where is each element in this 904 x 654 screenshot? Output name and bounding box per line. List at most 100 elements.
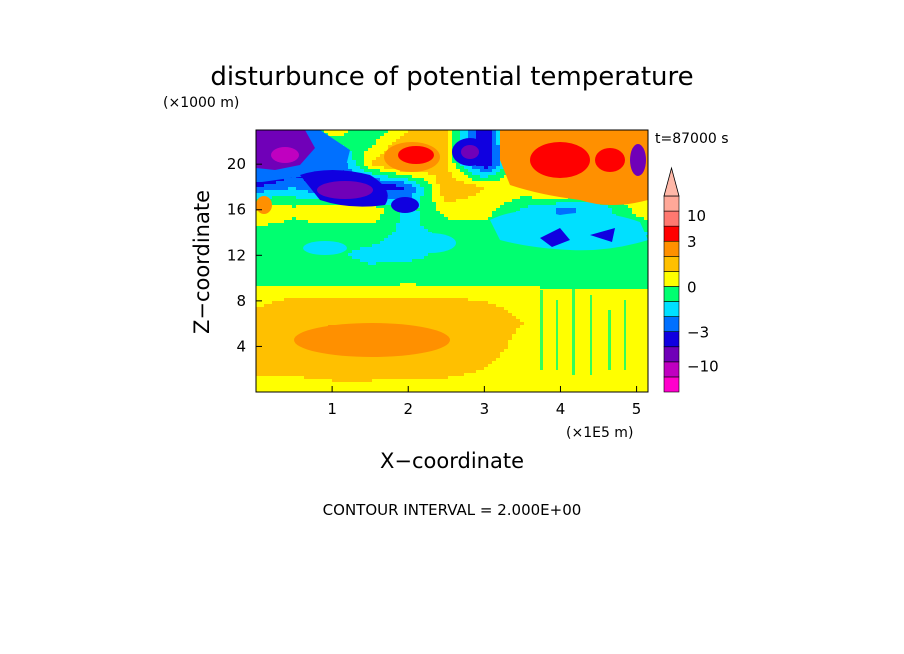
field-cell	[368, 238, 373, 242]
field-cell	[352, 220, 357, 224]
field-cell	[284, 226, 289, 230]
field-cell	[512, 202, 517, 206]
field-cell	[540, 253, 545, 257]
field-cell	[472, 175, 477, 179]
field-cell	[488, 235, 493, 239]
field-cell	[400, 133, 405, 137]
field-cell	[612, 259, 617, 263]
field-cell	[436, 277, 441, 281]
field-cell	[292, 229, 297, 233]
field-cell	[292, 271, 297, 275]
field-cell	[580, 250, 585, 254]
field-cell	[640, 208, 645, 212]
field-cell	[284, 274, 289, 278]
field-cell	[584, 256, 589, 260]
field-cell	[400, 259, 405, 263]
field-cell	[372, 151, 377, 155]
field-cell	[432, 130, 437, 134]
field-cell	[304, 220, 309, 224]
field-cell	[424, 268, 429, 272]
field-cell	[400, 193, 405, 197]
field-cell	[452, 172, 457, 176]
field-cell	[336, 211, 341, 215]
field-cell	[476, 274, 481, 278]
field-cell	[364, 265, 369, 269]
field-cell	[440, 196, 445, 200]
field-cell	[364, 241, 369, 245]
field-cell	[492, 175, 497, 179]
field-cell	[424, 193, 429, 197]
field-cell	[396, 172, 401, 176]
field-cell	[380, 151, 385, 155]
field-cell	[384, 238, 389, 242]
field-cell	[396, 217, 401, 221]
field-cell	[456, 271, 461, 275]
field-cell	[508, 202, 513, 206]
field-cell	[424, 139, 429, 143]
field-cell	[636, 259, 641, 263]
field-cell	[464, 262, 469, 266]
field-cell	[412, 172, 417, 176]
field-cell	[268, 190, 273, 194]
field-cell	[412, 184, 417, 188]
field-cell	[448, 226, 453, 230]
field-cell	[496, 205, 501, 209]
field-cell	[464, 193, 469, 197]
field-cell	[388, 211, 393, 215]
field-cell	[392, 190, 397, 194]
field-cell	[616, 271, 621, 275]
field-cell	[340, 136, 345, 140]
field-cell	[508, 262, 513, 266]
field-cell	[516, 247, 521, 251]
field-cell	[376, 229, 381, 233]
field-cell	[376, 226, 381, 230]
field-cell	[332, 274, 337, 278]
field-cell	[424, 223, 429, 227]
field-cell	[264, 190, 269, 194]
field-cell	[392, 256, 397, 260]
field-cell	[256, 244, 261, 248]
field-cell	[356, 253, 361, 257]
field-cell	[308, 190, 313, 194]
field-cell	[632, 265, 637, 269]
field-cell	[544, 280, 549, 284]
field-cell	[532, 208, 537, 212]
field-cell	[612, 280, 617, 284]
field-cell	[312, 235, 317, 239]
field-cell	[552, 256, 557, 260]
field-cell	[384, 235, 389, 239]
field-cell	[392, 241, 397, 245]
field-cell	[448, 205, 453, 209]
field-cell	[304, 280, 309, 284]
field-cell	[408, 193, 413, 197]
field-cell	[348, 211, 353, 215]
field-cell	[628, 250, 633, 254]
field-cell	[296, 268, 301, 272]
field-cell	[568, 259, 573, 263]
field-cell	[420, 208, 425, 212]
field-cell	[548, 199, 553, 203]
field-cell	[560, 256, 565, 260]
field-cell	[412, 190, 417, 194]
field-cell	[396, 235, 401, 239]
field-cell	[368, 130, 373, 134]
field-cell	[640, 268, 645, 272]
field-cell	[384, 133, 389, 137]
field-cell	[608, 250, 613, 254]
field-cell	[428, 208, 433, 212]
field-cell	[564, 202, 569, 206]
field-cell	[436, 271, 441, 275]
field-cell	[492, 232, 497, 236]
field-cell	[360, 271, 365, 275]
field-cell	[384, 184, 389, 188]
field-cell	[536, 268, 541, 272]
field-cell	[268, 259, 273, 263]
field-cell	[544, 265, 549, 269]
field-cell	[480, 259, 485, 263]
field-cell	[272, 184, 277, 188]
field-cell	[304, 238, 309, 242]
field-cell	[424, 181, 429, 185]
field-cell	[356, 232, 361, 236]
field-cell	[392, 271, 397, 275]
field-cell	[368, 145, 373, 149]
